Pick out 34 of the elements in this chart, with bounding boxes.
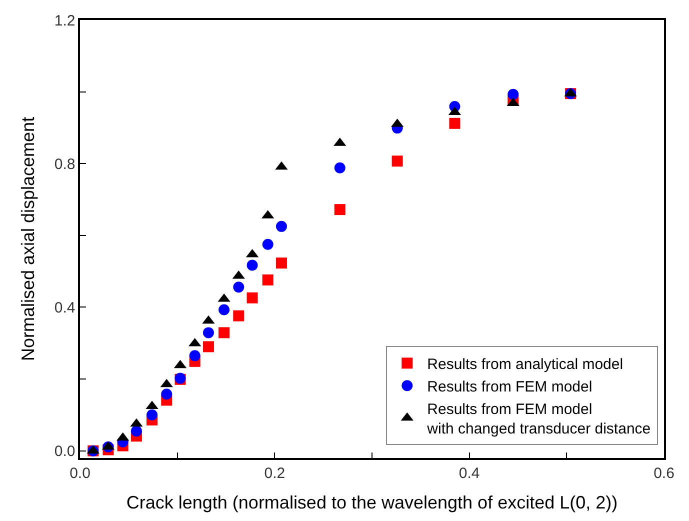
point xyxy=(246,292,258,304)
point xyxy=(334,162,346,174)
point xyxy=(202,327,214,338)
point xyxy=(218,304,230,316)
y-tick-label: 0.4 xyxy=(54,299,76,316)
point xyxy=(233,310,244,322)
point xyxy=(449,118,460,129)
point xyxy=(233,282,244,293)
point xyxy=(262,238,274,250)
y-axis-title: Normalised axial displacement xyxy=(18,116,38,362)
x-tick-label: 0.4 xyxy=(458,464,480,482)
point xyxy=(202,341,214,352)
point xyxy=(508,88,519,100)
point xyxy=(334,204,346,216)
point xyxy=(161,388,172,400)
point xyxy=(218,327,230,338)
x-tick-label: 0.2 xyxy=(264,464,286,482)
point xyxy=(276,220,287,232)
legend-label: Results from analytical model xyxy=(427,356,624,373)
point xyxy=(130,426,142,437)
y-tick-label: 1.2 xyxy=(54,12,76,30)
point xyxy=(246,260,258,271)
x-axis-title: Crack length (normalised to the wavelength of excited L(0, 2)) xyxy=(126,492,618,512)
y-tick-label: 0.0 xyxy=(54,443,76,460)
legend-label: Results from FEM model xyxy=(427,378,592,396)
point xyxy=(276,258,287,269)
point xyxy=(262,274,274,286)
legend-label: Results from FEM model with changed transducer distance xyxy=(426,400,651,438)
point xyxy=(392,156,403,167)
point xyxy=(146,409,158,420)
y-tick-label: 0.8 xyxy=(54,156,76,173)
point xyxy=(189,350,200,362)
x-tick-label: 0.6 xyxy=(654,464,674,482)
x-tick-label: 0.0 xyxy=(70,464,90,482)
